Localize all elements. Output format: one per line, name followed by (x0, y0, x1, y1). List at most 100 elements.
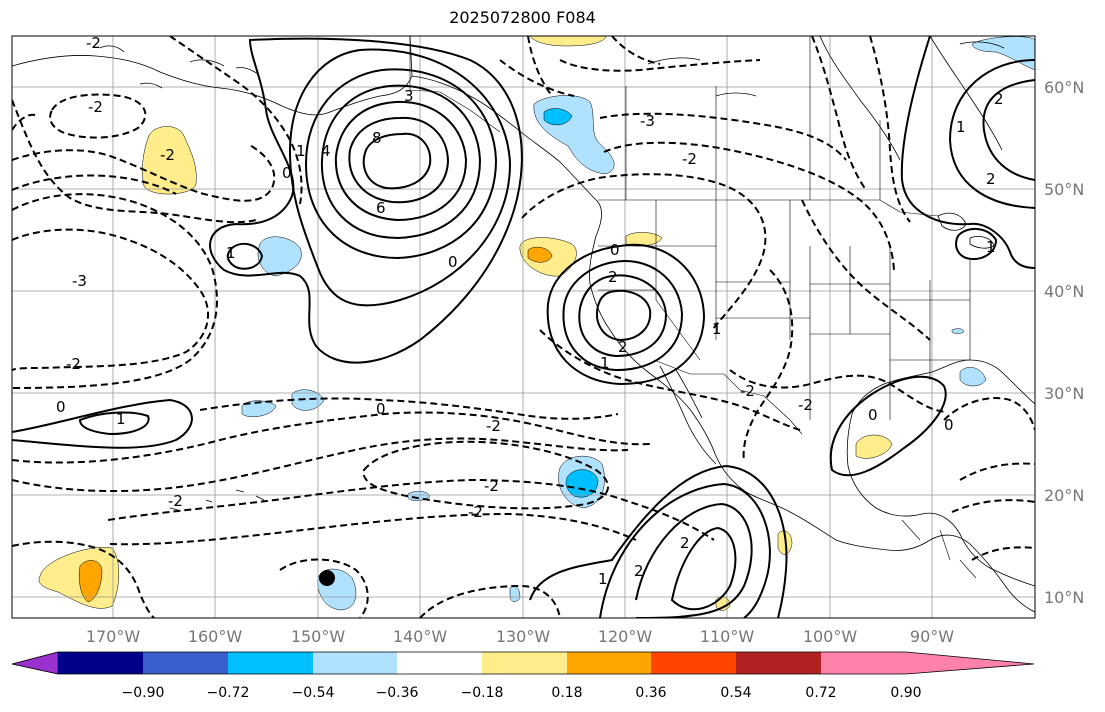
colorbar-tick: −0.72 (207, 685, 250, 701)
political-borders (409, 36, 977, 579)
contour-label: -3 (72, 272, 87, 290)
contour-label: 8 (372, 129, 382, 147)
coast-alaska (409, 36, 1035, 613)
contour-label: -2 (468, 503, 483, 521)
contour-high-2 (348, 116, 450, 204)
colorbar-extend-high (906, 652, 1034, 674)
gridlines (12, 36, 1035, 618)
contour-neg-nw4 (12, 228, 209, 371)
contour-neg-ca2 (539, 329, 801, 431)
contour-label: 0 (56, 398, 66, 416)
contour-label: 1 (116, 410, 126, 428)
colorbar-segment (397, 652, 482, 674)
contour-label: -3 (640, 112, 655, 130)
latitude-label: 40°N (1044, 282, 1084, 301)
contour-neg-nw6 (12, 113, 177, 195)
contour-label: 1 (712, 320, 722, 338)
contour-west-1 (12, 398, 193, 449)
contour-neg-us2 (729, 369, 947, 413)
contour-neg-us1 (742, 269, 794, 463)
longitude-label: 140°W (393, 627, 448, 646)
contour-label: 1 (296, 142, 306, 160)
contour-neg-ne2 (869, 36, 911, 223)
shade-lightblue-midpac (257, 236, 302, 277)
contour-labels: 8 6 4 3 1 1 0 0 0 0 -2 0 0 0 -2 -3 -3 -2… (56, 36, 1004, 588)
contour-label: 2 (986, 170, 996, 188)
contour-midpac-1 (226, 242, 264, 270)
colorbar: −0.90 −0.72 −0.54 −0.36 −0.18 0.18 0.36 … (11, 651, 1035, 701)
contour-ne-4 (955, 228, 998, 260)
contour-label: 2 (634, 562, 644, 580)
latitude-label: 10°N (1044, 588, 1084, 607)
contour-high-1 (362, 132, 432, 190)
shade-lightblue-florida (959, 367, 987, 387)
contour-neg-ca4 (599, 112, 847, 161)
contour-neg-nw3 (12, 99, 257, 224)
contour-label: -2 (798, 396, 813, 414)
colorbar-tick: 0.18 (551, 685, 582, 701)
contour-label: -2 (160, 146, 175, 164)
contour-neg-nw5 (12, 193, 218, 389)
map-title: 2025072800 F084 (449, 8, 596, 27)
contour-neg-east2 (959, 462, 1035, 481)
border-states (598, 200, 971, 420)
colorbar-tick: −0.54 (292, 685, 335, 701)
colorbar-segment (651, 652, 736, 674)
colorbar-tick: 0.36 (635, 685, 666, 701)
contour-label: 4 (321, 142, 331, 160)
longitude-label: 160°W (188, 627, 243, 646)
shade-blue-gulf (543, 108, 573, 126)
contour-neg-trop2 (107, 478, 715, 541)
contour-neg-north2 (499, 36, 661, 97)
contour-label: 1 (956, 118, 966, 136)
contour-label: -2 (66, 355, 81, 373)
contour-neg-alaska (169, 36, 303, 205)
contour-label: -2 (88, 98, 103, 116)
longitude-label: 110°W (700, 627, 755, 646)
colorbar-tick: 0.72 (805, 685, 836, 701)
colorbar-tick: −0.36 (376, 685, 419, 701)
colorbar-segment (313, 652, 398, 674)
contour-neg-sw (419, 584, 561, 618)
contour-neg-trop1 (362, 440, 609, 510)
shade-lightblue-sub1 (241, 400, 277, 417)
contour-label: 6 (376, 199, 386, 217)
colorbar-extend-low (11, 651, 59, 675)
contour-label: 0 (282, 164, 292, 182)
contour-gulf-1 (829, 375, 947, 477)
contour-label: 1 (226, 244, 236, 262)
contour-neg-north1 (527, 36, 761, 97)
latitude-label: 30°N (1044, 384, 1084, 403)
border-central-america (901, 519, 977, 579)
contour-trop-2 (635, 502, 753, 618)
longitude-label: 100°W (803, 627, 858, 646)
colorbar-segment (821, 652, 906, 674)
colorbar-segment (736, 652, 821, 674)
coast-hudson (819, 36, 1003, 161)
shade-orange-oregon (527, 246, 553, 263)
latitude-label: 60°N (1044, 78, 1084, 97)
contour-label: 2 (608, 268, 618, 286)
shade-lightblue-small3 (951, 328, 965, 334)
storm-marker (319, 570, 335, 586)
contour-label: 1 (600, 354, 610, 372)
longitude-label: 170°W (86, 627, 141, 646)
contour-label: 3 (404, 87, 414, 105)
contour-neg-sub3 (12, 437, 629, 493)
longitude-label: 90°W (910, 627, 954, 646)
colorbar-tick: −0.90 (122, 685, 165, 701)
colorbar-outline (11, 651, 1035, 675)
colorbar-tick: −0.18 (461, 685, 504, 701)
contour-trop-4 (529, 464, 788, 618)
contours (12, 36, 1035, 618)
colorbar-segment (58, 652, 143, 674)
contour-neg-ca3 (603, 141, 895, 271)
contour-label: -2 (740, 382, 755, 400)
contour-high-5 (304, 68, 498, 260)
colorbar-segment (567, 652, 652, 674)
contour-neg-trop4 (12, 540, 155, 618)
shade-orange-hawaii (79, 560, 103, 603)
contour-label: 0 (868, 406, 878, 424)
colorbar-segment (143, 652, 228, 674)
shade-yellow-hawaii (38, 547, 119, 609)
